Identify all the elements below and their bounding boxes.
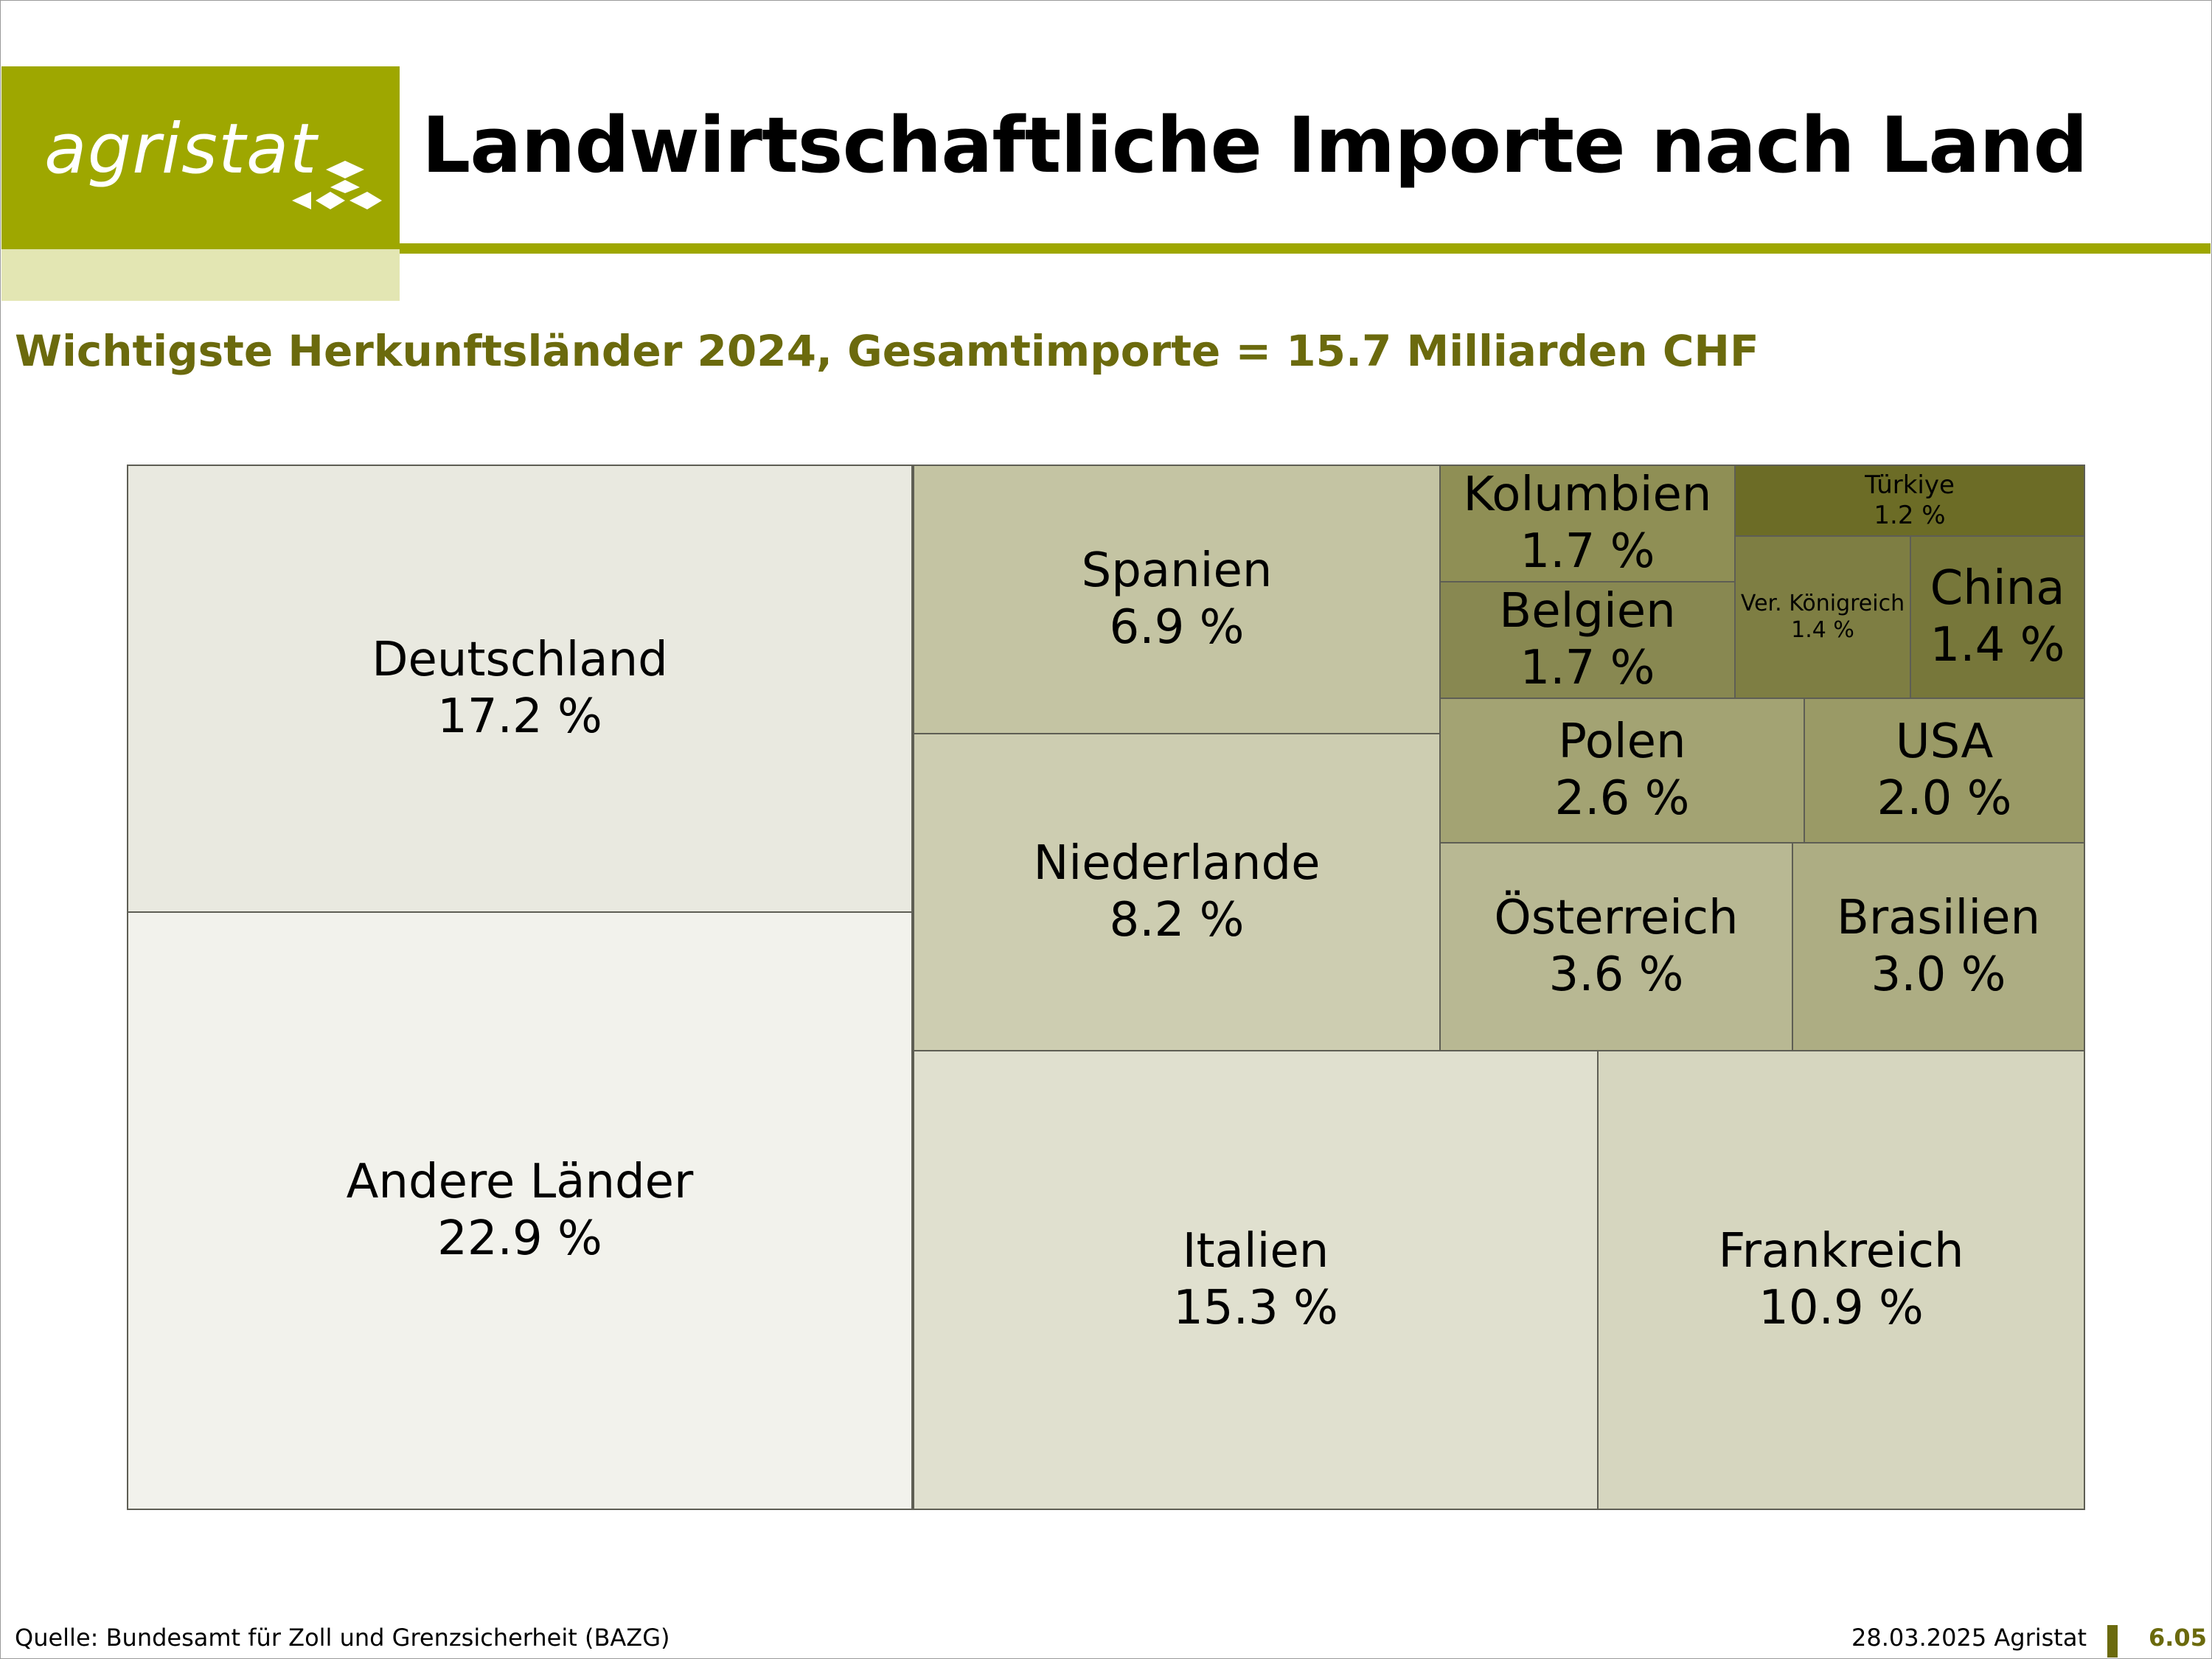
treemap-tile-niederlande: Niederlande 8.2 % (913, 733, 1441, 1051)
treemap-tile-vk: Ver. Königreich 1.4 % (1734, 535, 1911, 699)
tile-label-value: 8.2 % (1109, 893, 1245, 947)
tile-label-name: Niederlande (1033, 836, 1321, 891)
tile-label-value: 1.7 % (1520, 524, 1655, 579)
source-note: Quelle: Bundesamt für Zoll und Grenzsich… (15, 1624, 670, 1652)
treemap-tile-deutschland: Deutschland 17.2 % (127, 465, 913, 913)
tile-label-value: 3.0 % (1871, 947, 2006, 1002)
footer-date: 28.03.2025 Agristat (1851, 1624, 2087, 1652)
tile-label-value: 15.3 % (1173, 1281, 1338, 1335)
tile-label-name: Deutschland (372, 633, 668, 688)
chart-subtitle: Wichtigste Herkunftsländer 2024, Gesamti… (15, 326, 1759, 376)
treemap-tile-usa: USA 2.0 % (1804, 698, 2085, 844)
treemap-tile-polen: Polen 2.6 % (1439, 698, 1805, 844)
tile-label-value: 1.4 % (1791, 617, 1854, 643)
agristat-logo-icon (292, 161, 382, 209)
page-title: Landwirtschaftliche Importe nach Land (422, 100, 2088, 190)
tile-label-name: Kolumbien (1463, 467, 1712, 523)
tile-label-name: Andere Länder (346, 1155, 694, 1210)
logo (1, 66, 400, 249)
tile-label-value: 2.6 % (1554, 771, 1690, 826)
tile-label-value: 1.4 % (1930, 618, 2065, 672)
logo-underlay (1, 249, 400, 301)
tile-label-value: 1.2 % (1874, 501, 1946, 530)
tile-label-name: China (1930, 561, 2065, 616)
tile-label-name: Ver. Königreich (1740, 591, 1905, 616)
tile-label-name: Spanien (1081, 543, 1273, 599)
tile-label-value: 1.7 % (1520, 641, 1655, 695)
treemap-tile-china: China 1.4 % (1910, 535, 2085, 699)
treemap-tile-tuerkiye: Türkiye 1.2 % (1734, 465, 2085, 537)
treemap-tile-spanien: Spanien 6.9 % (913, 465, 1441, 734)
treemap-tile-belgien: Belgien 1.7 % (1439, 581, 1736, 699)
tile-label-value: 22.9 % (437, 1211, 602, 1266)
tile-label-name: USA (1895, 714, 1994, 770)
tile-label-name: Frankreich (1718, 1224, 1964, 1279)
treemap-tile-kolumbien: Kolumbien 1.7 % (1439, 465, 1736, 582)
tile-label-name: Österreich (1494, 891, 1739, 946)
tile-label-value: 6.9 % (1109, 600, 1245, 655)
tile-label-name: Brasilien (1836, 891, 2041, 946)
tile-label-name: Polen (1558, 714, 1686, 770)
footer-divider (2107, 1625, 2118, 1658)
treemap-tile-italien: Italien 15.3 % (913, 1050, 1599, 1510)
tile-label-name: Türkiye (1865, 470, 1955, 501)
tile-label-value: 17.2 % (437, 689, 602, 744)
header-rule (400, 243, 2211, 254)
tile-label-value: 10.9 % (1759, 1281, 1924, 1335)
treemap-tile-oesterreich: Österreich 3.6 % (1439, 842, 1793, 1051)
page-number: 6.05 (2149, 1624, 2207, 1652)
treemap-tile-brasilien: Brasilien 3.0 % (1792, 842, 2085, 1051)
tile-label-value: 2.0 % (1877, 771, 2012, 826)
treemap-tile-andere: Andere Länder 22.9 % (127, 911, 913, 1510)
logo-text: agristat (44, 109, 318, 189)
tile-label-name: Italien (1182, 1224, 1329, 1279)
treemap-tile-frankreich: Frankreich 10.9 % (1597, 1050, 2085, 1510)
tile-label-name: Belgien (1499, 584, 1676, 639)
tile-label-value: 3.6 % (1548, 947, 1684, 1002)
